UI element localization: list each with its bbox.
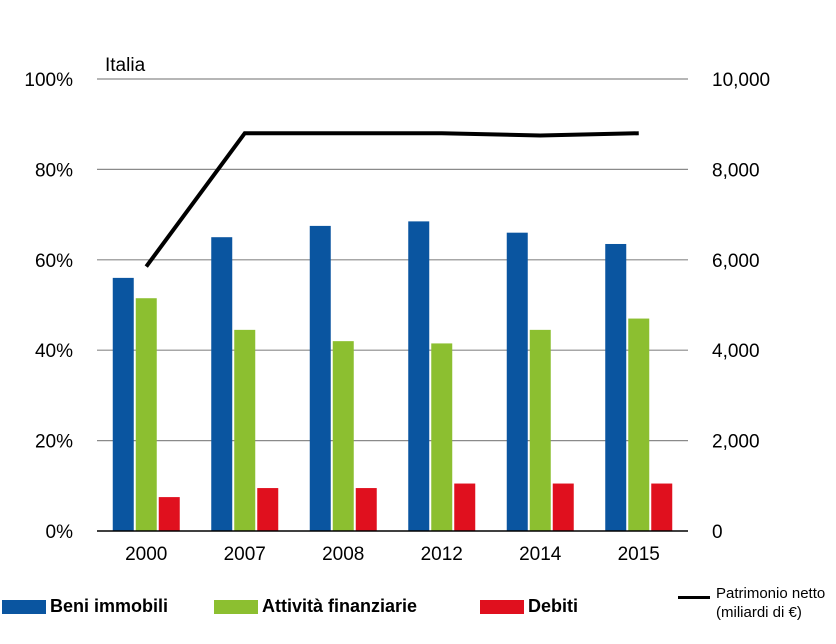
bar-debiti bbox=[257, 488, 279, 531]
bar-debiti bbox=[454, 483, 476, 531]
legend-item-debiti: Debiti bbox=[480, 596, 578, 617]
legend-label-beni-immobili: Beni immobili bbox=[50, 596, 169, 616]
legend-label-attivita-finanziarie: Attività finanziarie bbox=[262, 596, 418, 616]
bar-beni-immobili bbox=[506, 232, 528, 531]
bar-debiti bbox=[158, 497, 180, 531]
y-right-tick-label: 2,000 bbox=[712, 432, 760, 453]
bar-beni-immobili bbox=[605, 243, 627, 532]
y-right-tick-label: 0 bbox=[712, 522, 723, 543]
legend-label-patrimonio-netto: Patrimonio netto (miliardi di €) bbox=[716, 584, 825, 622]
x-tick-label: 2008 bbox=[322, 544, 364, 565]
bar-beni-immobili bbox=[211, 237, 233, 531]
axes: 0% 20% 40% 60% 80% 100% 0 2,000 4,000 6,000 8,000 1… bbox=[24, 70, 770, 565]
bar-attivit-finanziarie bbox=[135, 298, 157, 531]
gridlines bbox=[97, 78, 688, 442]
bar-attivit-finanziarie bbox=[332, 341, 354, 531]
y-right-tick-label: 6,000 bbox=[712, 251, 760, 272]
bar-debiti bbox=[552, 483, 574, 531]
bar-debiti bbox=[355, 488, 377, 531]
legend-label-debiti: Debiti bbox=[528, 596, 579, 616]
x-tick-label: 2000 bbox=[125, 544, 167, 565]
x-tick-label: 2007 bbox=[224, 544, 266, 565]
chart-title: Italia bbox=[105, 55, 146, 76]
y-left-tick-label: 0% bbox=[46, 522, 74, 543]
y-right-tick-label: 4,000 bbox=[712, 341, 760, 362]
bar-beni-immobili bbox=[309, 225, 331, 531]
x-tick-label: 2015 bbox=[618, 544, 660, 565]
legend-label-patrimonio-netto-line1: Patrimonio netto bbox=[716, 585, 826, 602]
legend-swatch-debiti bbox=[480, 599, 524, 614]
legend-item-patrimonio-netto: Patrimonio netto (miliardi di €) bbox=[678, 584, 825, 622]
chart: 0% 20% 40% 60% 80% 100% 0 2,000 4,000 6,000 8,000 1… bbox=[24, 55, 770, 565]
legend: Beni immobili Attività finanziarie Debit… bbox=[0, 585, 836, 644]
y-left-tick-label: 80% bbox=[35, 160, 73, 181]
y-right-tick-label: 8,000 bbox=[712, 160, 760, 181]
legend-line-patrimonio-netto bbox=[678, 596, 710, 599]
legend-swatch-attivita-finanziarie bbox=[214, 599, 258, 614]
y-left-tick-label: 100% bbox=[24, 70, 73, 91]
bar-attivit-finanziarie bbox=[628, 318, 650, 531]
net-worth-line bbox=[144, 131, 639, 268]
x-tick-label: 2012 bbox=[421, 544, 463, 565]
y-left-tick-label: 20% bbox=[35, 432, 73, 453]
x-tick-label: 2014 bbox=[519, 544, 562, 565]
legend-swatch-beni-immobili bbox=[2, 599, 46, 614]
bar-attivit-finanziarie bbox=[234, 329, 256, 531]
y-right-tick-label: 10,000 bbox=[712, 70, 770, 91]
y-left-tick-label: 60% bbox=[35, 251, 73, 272]
legend-item-attivita-finanziarie: Attività finanziarie bbox=[214, 596, 417, 617]
bar-beni-immobili bbox=[112, 277, 134, 531]
legend-label-patrimonio-netto-line2: (miliardi di €) bbox=[716, 604, 802, 621]
bar-debiti bbox=[651, 483, 673, 531]
bars bbox=[112, 221, 673, 532]
bar-beni-immobili bbox=[408, 221, 430, 531]
bar-attivit-finanziarie bbox=[431, 343, 453, 531]
legend-item-beni-immobili: Beni immobili bbox=[2, 596, 168, 617]
bar-attivit-finanziarie bbox=[529, 329, 551, 531]
y-left-tick-label: 40% bbox=[35, 341, 73, 362]
line-patrimonio-netto bbox=[144, 131, 639, 268]
